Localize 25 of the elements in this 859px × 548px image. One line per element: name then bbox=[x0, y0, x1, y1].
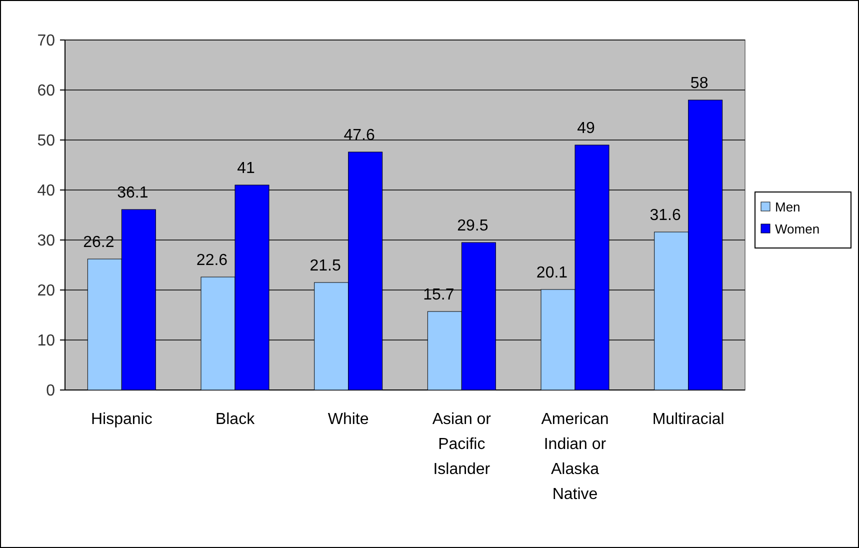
legend-label: Women bbox=[775, 222, 820, 237]
y-tick-label: 60 bbox=[37, 82, 56, 100]
data-label: 15.7 bbox=[423, 286, 454, 304]
x-tick-label: Multiracial bbox=[652, 411, 724, 428]
y-tick-label: 30 bbox=[37, 232, 56, 250]
data-label: 29.5 bbox=[457, 218, 488, 234]
data-label: 31.6 bbox=[650, 207, 682, 224]
x-tick-label: Black bbox=[215, 411, 256, 428]
data-label: 41 bbox=[237, 160, 255, 177]
y-tick-label: 20 bbox=[37, 282, 56, 300]
x-tick-label: American Indian or Alaska Native bbox=[541, 411, 609, 503]
y-tick-label: 40 bbox=[37, 182, 56, 200]
y-tick-label: 50 bbox=[37, 132, 56, 150]
x-tick-label: White bbox=[328, 411, 369, 428]
data-label: 22.6 bbox=[196, 252, 228, 269]
data-label: 21.5 bbox=[310, 258, 342, 274]
x-tick-label: Hispanic bbox=[90, 411, 152, 428]
legend-label: Men bbox=[775, 200, 800, 215]
data-label: 20.1 bbox=[536, 264, 568, 282]
data-label: 58 bbox=[690, 75, 708, 92]
y-tick-label: 70 bbox=[37, 32, 56, 50]
data-label: 49 bbox=[577, 120, 595, 137]
y-tick-label: 10 bbox=[37, 332, 56, 350]
y-tick-label: 0 bbox=[46, 382, 56, 400]
x-tick-label: Asian or Pacific Islander bbox=[432, 411, 492, 478]
